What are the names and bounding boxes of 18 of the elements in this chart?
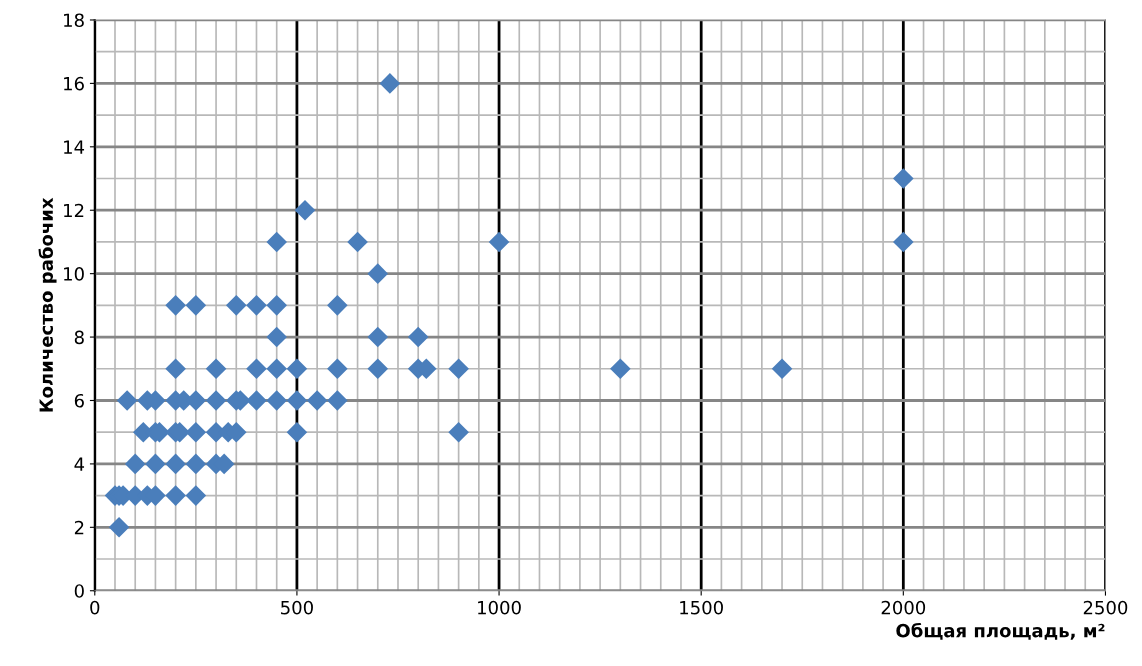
x-tick-label: 1500 [680,600,723,615]
y-tick-label: 12 [64,203,84,218]
x-axis-title: Общая площадь, м² [896,622,1105,640]
y-tick-label: 10 [64,267,84,281]
x-tick-label: 1000 [478,600,521,615]
y-tick-label: 16 [64,76,84,91]
y-tick-label: 4 [74,457,85,471]
x-tick-label: 2000 [881,600,926,615]
y-tick-label: 14 [64,140,85,154]
y-tick-label: 8 [74,330,84,345]
x-tick-label: 500 [281,600,313,615]
x-tick-label: 0 [90,600,100,615]
y-tick-label: 2 [74,520,84,535]
x-tick-label: 2500 [1083,600,1128,615]
y-axis-title: Количество рабочих [38,197,57,412]
y-tick-label: 0 [74,584,84,598]
y-tick-label: 18 [64,13,84,28]
y-tick-label: 6 [74,393,84,408]
